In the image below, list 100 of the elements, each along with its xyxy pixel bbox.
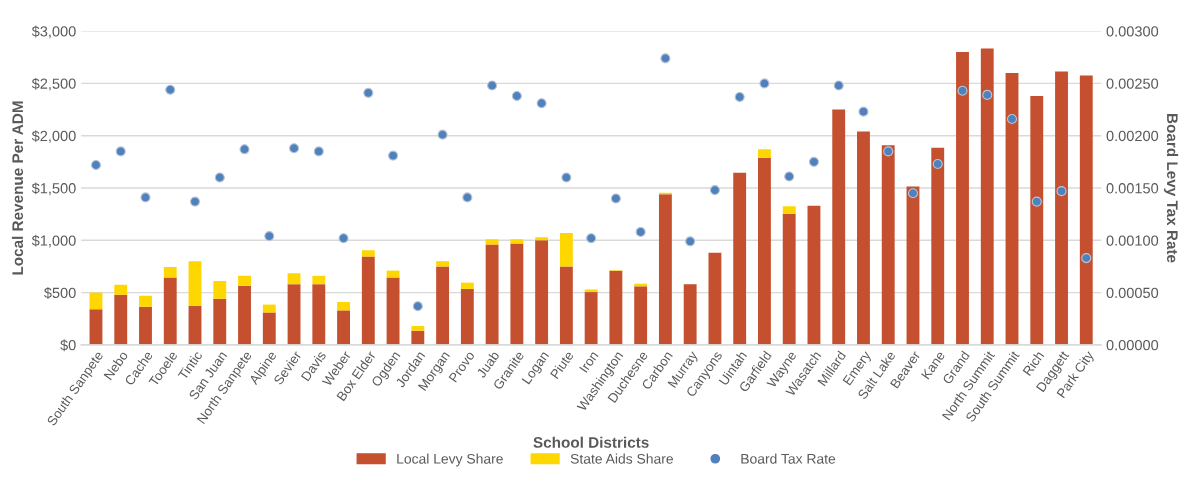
y-tick-label: $0 <box>60 339 76 352</box>
point <box>907 188 919 199</box>
bar <box>658 194 672 345</box>
point <box>313 146 324 157</box>
legend-label: Local Levy Share <box>397 453 503 467</box>
point <box>586 233 597 244</box>
bar <box>1079 75 1093 345</box>
point <box>90 159 102 171</box>
point <box>363 87 374 98</box>
bar <box>758 149 771 158</box>
point <box>808 156 820 167</box>
point <box>264 231 275 242</box>
point <box>759 78 770 89</box>
bar <box>1005 72 1019 345</box>
point <box>932 158 943 170</box>
bar <box>535 240 549 345</box>
point <box>115 146 126 157</box>
point <box>412 301 423 312</box>
bar <box>213 298 227 345</box>
bar <box>238 285 251 345</box>
bar <box>931 147 945 345</box>
point <box>1006 113 1018 125</box>
point <box>561 172 572 183</box>
bar <box>782 213 796 345</box>
y-tick-label: $3,000 <box>31 25 76 39</box>
point <box>1056 186 1067 197</box>
bar <box>262 312 276 345</box>
y2-tick-label: 0.00150 <box>1106 183 1159 194</box>
bar <box>436 261 450 267</box>
bar <box>559 266 573 345</box>
bar <box>881 145 895 345</box>
bar <box>114 294 128 345</box>
bar <box>807 205 821 345</box>
point <box>734 91 745 103</box>
bar <box>584 292 598 345</box>
point <box>660 53 671 64</box>
point <box>239 144 250 155</box>
bar <box>436 266 450 345</box>
point <box>833 80 844 91</box>
point <box>388 150 399 161</box>
bar <box>708 252 722 345</box>
bar <box>262 304 276 313</box>
bar <box>411 330 425 345</box>
point <box>462 192 473 203</box>
point <box>338 233 349 244</box>
bar <box>683 284 697 345</box>
bar <box>460 282 474 289</box>
bar <box>361 250 375 257</box>
bar <box>89 309 103 345</box>
y2-tick-label: 0.00000 <box>1106 339 1159 351</box>
bar <box>510 243 524 345</box>
point <box>487 80 498 91</box>
point <box>635 226 646 237</box>
point <box>165 84 176 95</box>
bar <box>114 284 128 295</box>
bar <box>1055 71 1068 345</box>
point <box>1081 253 1092 264</box>
point <box>140 192 151 203</box>
bar <box>337 302 350 311</box>
point <box>511 90 522 102</box>
bar <box>312 275 326 285</box>
bar <box>411 326 425 331</box>
bar <box>906 186 920 345</box>
y2-tick-label: 0.00300 <box>1106 26 1159 37</box>
bar <box>337 310 350 345</box>
bar <box>733 172 747 345</box>
bar <box>559 232 573 267</box>
point <box>610 193 621 204</box>
y-tick-label: $1,000 <box>31 234 76 248</box>
bar <box>535 237 549 241</box>
point <box>858 106 869 117</box>
point <box>685 236 696 247</box>
point <box>288 143 300 154</box>
bar <box>758 157 771 345</box>
bar <box>163 277 177 345</box>
y-axis-title: Local Revenue Per ADM <box>11 101 24 275</box>
point <box>1031 196 1042 207</box>
bar <box>188 261 202 306</box>
legend-label: Board Tax Rate <box>741 453 836 464</box>
bar <box>312 284 326 345</box>
bar <box>857 131 870 345</box>
y2-axis-title: Board Levy Tax Rate <box>1163 114 1179 263</box>
x-axis-title: School Districts <box>533 436 649 448</box>
bar <box>361 256 375 345</box>
y-tick-label: $2,000 <box>31 130 76 143</box>
bar <box>213 281 227 299</box>
bar <box>386 277 400 345</box>
y2-tick-label: 0.00250 <box>1106 78 1159 89</box>
bar <box>782 206 796 214</box>
legend-label: State Aids Share <box>570 453 673 464</box>
bar <box>188 305 202 345</box>
bar <box>287 273 301 285</box>
bar <box>609 270 623 345</box>
y-tick-label: $1,500 <box>31 182 76 196</box>
bar <box>460 288 474 345</box>
y2-tick-label: 0.00100 <box>1106 235 1159 246</box>
bar <box>485 244 499 345</box>
bar <box>238 275 251 286</box>
point <box>437 129 448 140</box>
y-tick-label: $2,500 <box>31 77 76 91</box>
